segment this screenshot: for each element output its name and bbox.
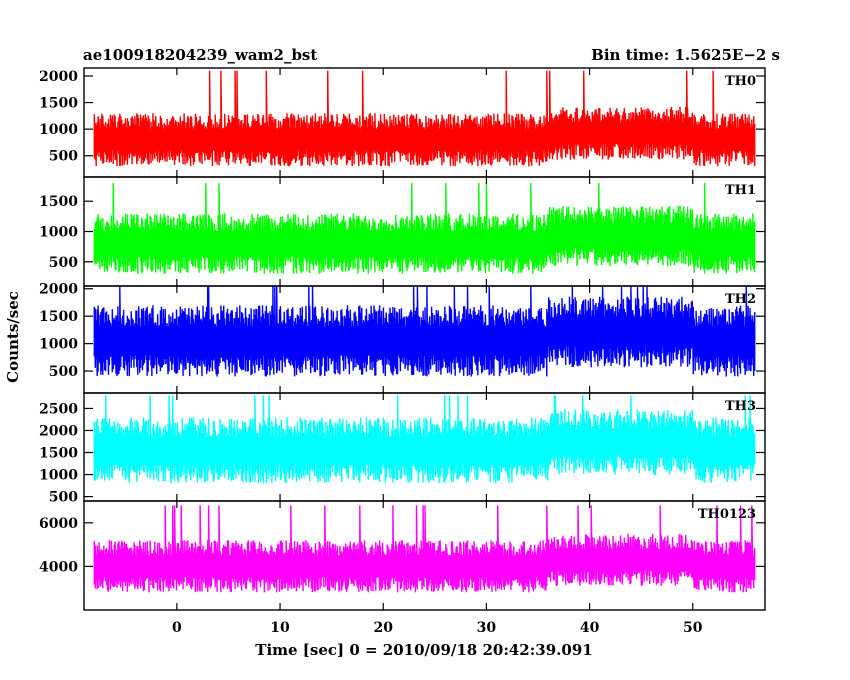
y-tick-label: 500 [49,364,78,380]
x-axis-title: Time [sec] 0 = 2010/09/18 20:42:39.091 [255,641,592,659]
panel-label: TH0123 [698,507,756,522]
x-tick-label: 0 [172,620,182,636]
y-tick-label: 4000 [39,559,78,575]
panel-label: TH0 [725,74,756,89]
panel-label: TH3 [725,399,756,414]
y-tick-label: 1000 [39,122,78,138]
x-tick-label: 30 [477,620,497,636]
panel-label: TH2 [725,292,756,307]
panel-th3: 500 1000 1500 2000 2500 TH3 [39,392,766,506]
y-tick-label: 1000 [39,225,78,241]
x-tick-label: 40 [580,620,600,636]
panel-frame [83,500,766,611]
x-tick-label: 10 [270,620,290,636]
y-tick-label: 2000 [39,423,78,439]
y-tick-label: 1500 [39,194,78,210]
y-tick-label: 500 [49,255,78,271]
y-tick-label: 1000 [39,468,78,484]
panel-label: TH1 [725,183,756,198]
y-tick-label: 1500 [39,446,78,462]
y-tick-label: 1000 [39,337,78,353]
y-tick-label: 2000 [39,69,78,85]
series-trace-th1 [93,183,756,274]
observation-id-title: ae100918204239_wam2_bst [83,46,317,64]
y-tick-label: 500 [49,490,78,506]
y-axis-title: Counts/sec [4,291,22,383]
series-trace-th0123 [93,505,756,593]
x-tick-label: 20 [373,620,393,636]
x-tick-label: 50 [683,620,703,636]
panel-th2: 500 1000 1500 2000 TH2 [39,282,766,394]
y-tick-label: 6000 [39,516,78,532]
series-trace-th2 [93,285,756,377]
panel-th0123: 4000 6000 TH0123 [39,500,766,611]
y-tick-label: 2500 [39,401,78,417]
y-tick-label: 1500 [39,96,78,112]
bin-time-label: Bin time: 1.5625E−2 s [591,46,780,64]
panel-th1: 500 1000 1500 TH1 [39,176,766,287]
y-tick-label: 500 [49,149,78,165]
y-tick-label: 2000 [39,282,78,298]
series-trace-th0 [93,70,756,167]
y-tick-label: 1500 [39,309,78,325]
panel-th0: 500 1000 1500 2000 TH0 [39,67,766,178]
series-trace-th3 [93,395,756,484]
